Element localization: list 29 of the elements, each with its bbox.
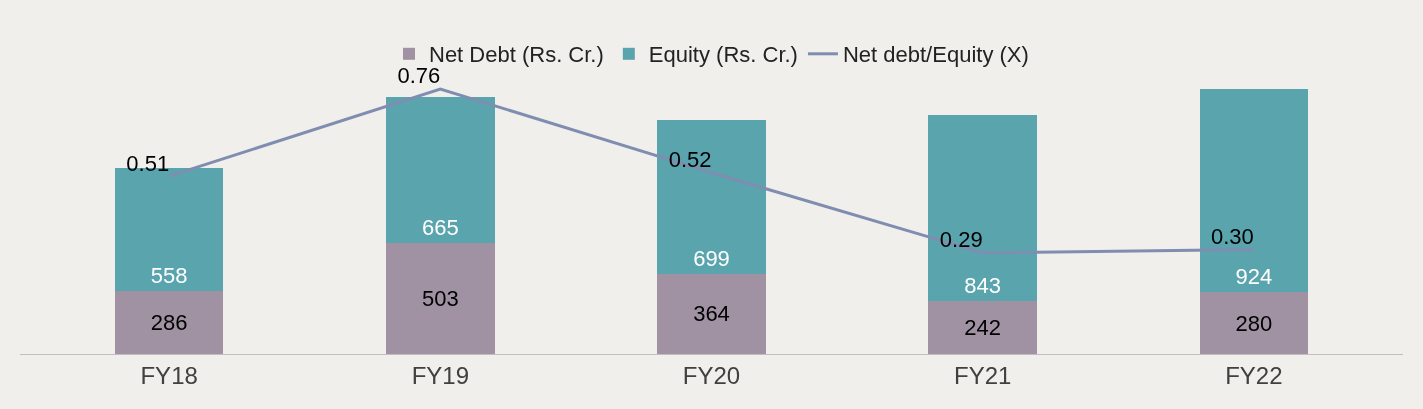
- x-tick-label: FY21: [953, 361, 1012, 389]
- bar: [928, 115, 1037, 301]
- bar: [1199, 88, 1309, 293]
- bar: [386, 96, 495, 244]
- data-label: 699: [693, 245, 730, 271]
- data-label: 286: [150, 310, 188, 336]
- bar: [657, 273, 766, 354]
- bar: [1199, 292, 1309, 354]
- x-tick-label: FY22: [1225, 361, 1283, 389]
- bar: [114, 291, 224, 354]
- data-label: 0.29: [939, 227, 983, 253]
- data-label: 242: [964, 314, 1002, 340]
- bar: [928, 300, 1037, 354]
- legend-label: Net debt/Equity (X): [842, 42, 1029, 68]
- data-label: 280: [1235, 310, 1273, 336]
- bar: [386, 243, 495, 354]
- data-label: 843: [964, 272, 1002, 298]
- x-tick-label: FY19: [411, 361, 470, 389]
- data-label: 364: [693, 301, 730, 327]
- data-label: 558: [150, 263, 188, 289]
- legend-label: Equity (Rs. Cr.): [648, 42, 798, 68]
- x-tick-label: FY20: [682, 361, 741, 389]
- data-label: 665: [421, 215, 459, 241]
- x-tick-label: FY18: [140, 361, 198, 389]
- bar: [657, 119, 766, 274]
- data-label: 924: [1235, 264, 1273, 290]
- data-label: 503: [421, 286, 459, 312]
- data-label: 0.52: [668, 147, 712, 173]
- data-label: 0.30: [1211, 223, 1254, 249]
